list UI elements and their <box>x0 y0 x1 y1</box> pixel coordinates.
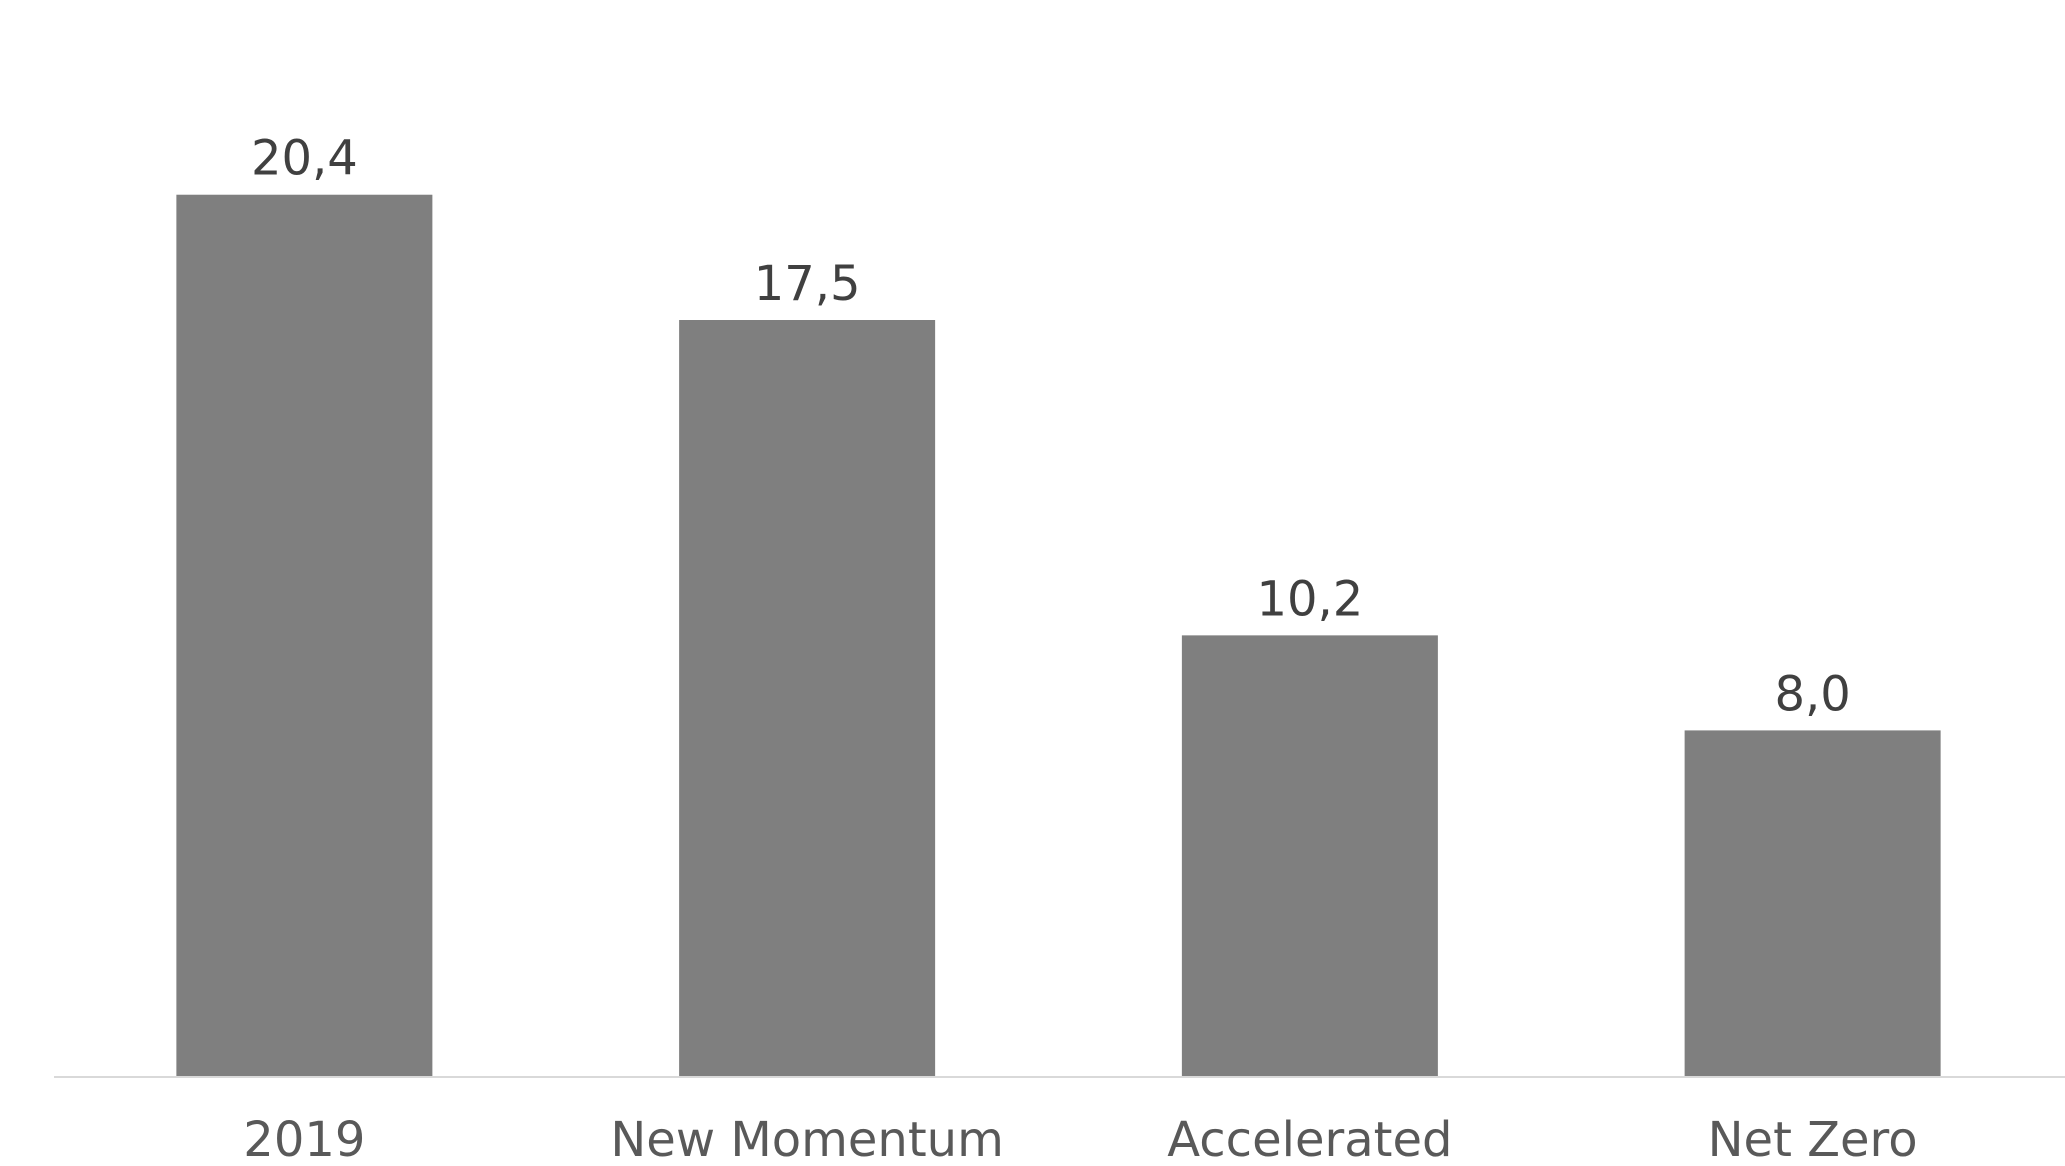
data-label: 17,5 <box>754 256 861 312</box>
x-tick-label: Accelerated <box>1167 1112 1452 1166</box>
category-labels-group: 2019 New Momentum Accelerated Net Zero <box>243 1112 1917 1166</box>
bar-2019 <box>176 194 433 1077</box>
x-tick-label: Net Zero <box>1708 1112 1918 1166</box>
bar-new-momentum <box>679 320 936 1076</box>
bar-net-zero <box>1684 730 1941 1076</box>
x-tick-label: 2019 <box>243 1112 365 1166</box>
data-label: 20,4 <box>251 131 358 187</box>
data-label: 8,0 <box>1774 666 1850 722</box>
data-label: 10,2 <box>1256 571 1363 627</box>
bar-accelerated <box>1181 635 1438 1076</box>
x-tick-label: New Momentum <box>610 1112 1003 1166</box>
value-labels-group: 20,4 17,5 10,2 8,0 <box>251 131 1851 723</box>
bars-group <box>176 194 1941 1077</box>
